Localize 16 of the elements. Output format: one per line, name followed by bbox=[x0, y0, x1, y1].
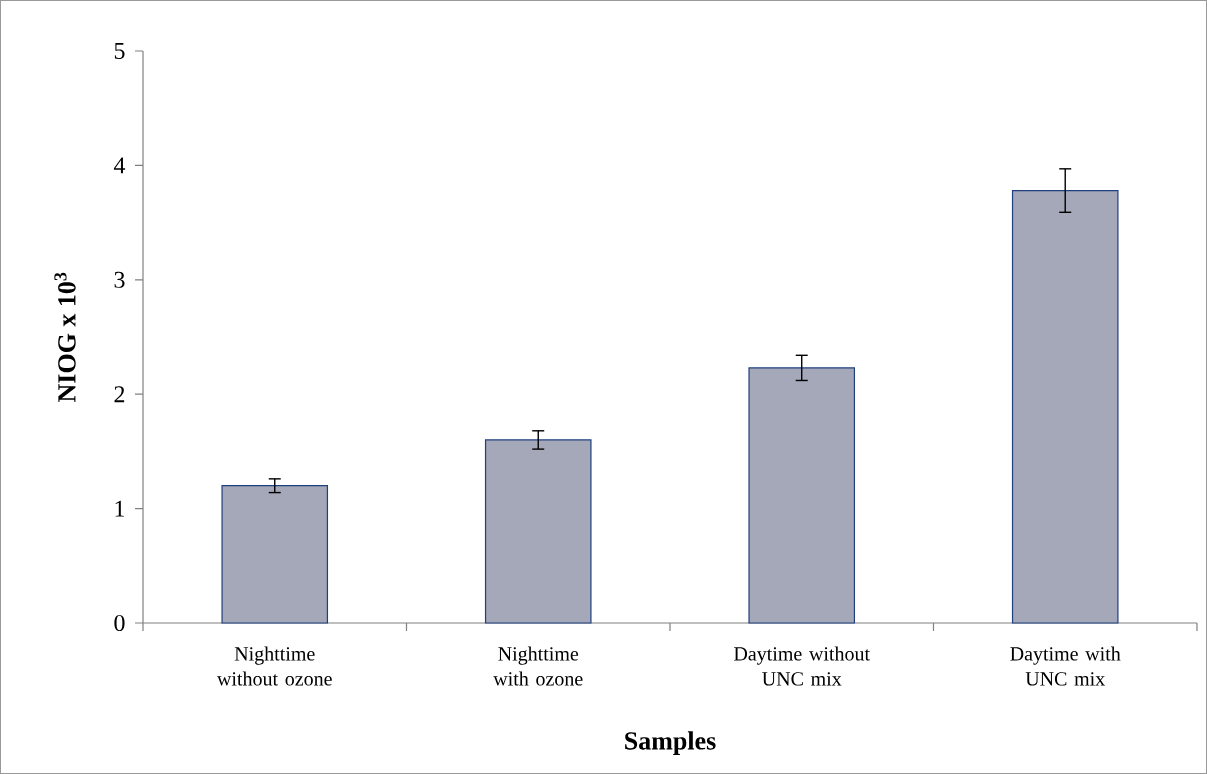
x-tick-label: Nighttime without ozone bbox=[217, 646, 332, 686]
y-tick-label: 4 bbox=[113, 157, 126, 174]
x-tick-label: Daytime with UNC mix bbox=[1010, 646, 1121, 686]
y-tick-label: 0 bbox=[114, 614, 125, 632]
bar bbox=[748, 367, 856, 624]
y-tick-label: 5 bbox=[114, 43, 125, 59]
y-axis-title: NIOG x 10$^{3}$ bbox=[54, 272, 76, 402]
y-tick-label: 3 bbox=[114, 271, 125, 288]
y-tick-label: 1 bbox=[115, 500, 125, 517]
x-axis-title: Samples bbox=[625, 731, 716, 755]
bar bbox=[1011, 189, 1119, 624]
bar bbox=[221, 485, 329, 624]
x-tick-label: Nighttime with ozone bbox=[493, 646, 583, 686]
x-tick-label: Daytime without UNC mix bbox=[733, 646, 870, 686]
y-tick-label: 2 bbox=[114, 386, 125, 403]
bar bbox=[484, 439, 592, 624]
